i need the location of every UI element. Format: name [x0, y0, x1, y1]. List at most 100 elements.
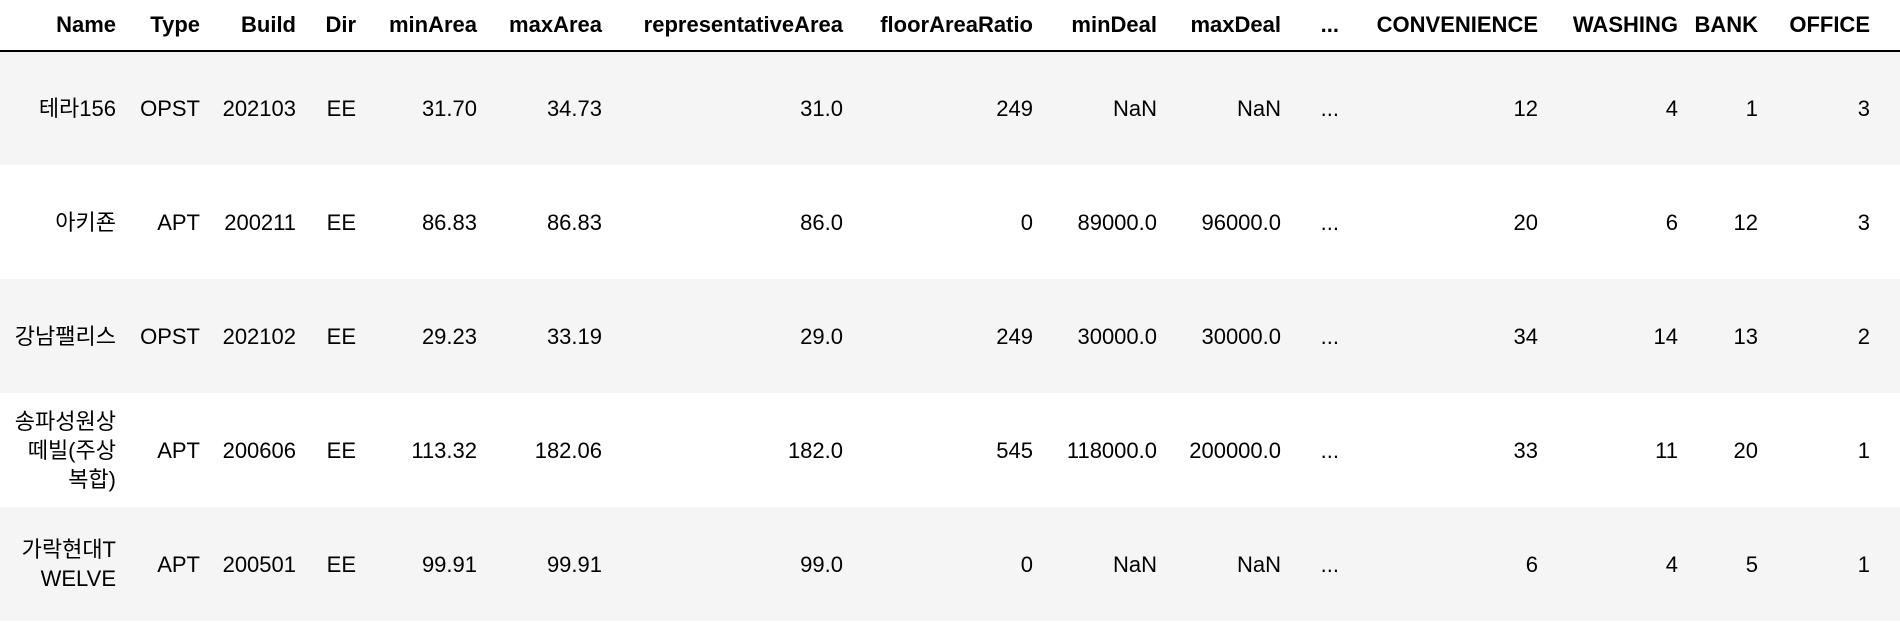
table-cell [1878, 165, 1900, 279]
table-cell: 202103 [222, 96, 296, 121]
table-cell: 89000.0 [1077, 209, 1157, 235]
table-cell: 200606 [222, 437, 296, 463]
table-cell: 96000.0 [1201, 209, 1281, 235]
column-header: Type [124, 0, 208, 52]
column-header: WASHING [1546, 0, 1686, 52]
table-cell: 33.19 [546, 323, 602, 349]
table-cell [1878, 279, 1900, 393]
column-header: Build [208, 0, 304, 52]
table-cell: 4 [1665, 551, 1678, 577]
table-cell: ... [1320, 551, 1339, 577]
table-cell: 0 [1020, 551, 1033, 577]
table-cell: APT [157, 209, 200, 235]
table-cell: NaN [1112, 551, 1157, 577]
table-cell: EE [326, 437, 356, 463]
column-header: maxDeal [1165, 0, 1289, 52]
table-cell: 118000.0 [1066, 437, 1157, 463]
column-header: CONVENIENCE [1347, 0, 1546, 52]
table-cell: 545 [996, 437, 1033, 463]
table-cell: APT [157, 437, 200, 463]
table-cell: 86.83 [546, 209, 602, 235]
table-cell: 30000.0 [1077, 323, 1157, 349]
table-cell: EE [326, 323, 356, 349]
table-cell: 1 [1857, 437, 1870, 463]
table-cell: 33 [1513, 437, 1538, 463]
table-cell: OPST [140, 96, 200, 121]
table-cell: 99.91 [546, 551, 602, 577]
column-header: floorAreaRatio [851, 0, 1041, 52]
table-cell: 200501 [222, 551, 296, 577]
table-cell: ... [1320, 323, 1339, 349]
table-cell: 6 [1525, 551, 1538, 577]
table-cell: 1 [1857, 551, 1870, 577]
table-cell: ... [1320, 437, 1339, 463]
table-cell: ... [1320, 96, 1339, 121]
table-row: 가락현대TWELVE APT 200501 EE 99.91 99.91 99.0 0 NaN N… [0, 507, 1900, 621]
table-cell: 113.32 [411, 437, 477, 463]
table-cell: 12 [1513, 96, 1538, 121]
table-body: 테라156 OPST 202103 EE 31.70 34.73 31.0 249 NaN NaN… [0, 51, 1900, 621]
column-header: minArea [364, 0, 485, 52]
column-header: maxArea [485, 0, 610, 52]
table-cell: EE [326, 96, 356, 121]
table-cell: 20 [1733, 437, 1758, 463]
row-name-cell: 가락현대TWELVE [21, 537, 116, 591]
table-cell: 1 [1745, 96, 1758, 121]
table-cell: 3 [1857, 209, 1870, 235]
table-cell: 29.23 [421, 323, 477, 349]
table-cell: 182.06 [534, 437, 602, 463]
table-cell: NaN [1236, 96, 1281, 121]
table-cell: EE [326, 551, 356, 577]
table-cell: 4 [1665, 96, 1678, 121]
table-cell: 3 [1857, 96, 1870, 121]
table-cell: 12 [1733, 209, 1758, 235]
table-cell: 13 [1733, 323, 1758, 349]
table-cell: 249 [996, 96, 1033, 121]
table-row: 강남팰리스 OPST 202102 EE 29.23 33.19 29.0 249 30000.… [0, 279, 1900, 393]
column-header: OFFICE [1766, 0, 1878, 52]
column-header [1878, 0, 1900, 52]
table-cell: 31.0 [800, 96, 843, 121]
row-name-cell: 아키죤 [55, 209, 116, 235]
column-header: Dir [304, 0, 364, 52]
header-row: Name Type Build Dir minArea maxArea representa… [0, 0, 1900, 52]
table-cell: 20 [1513, 209, 1538, 235]
table-cell: 31.70 [421, 96, 477, 121]
table-row: 아키죤 APT 200211 EE 86.83 86.83 86.0 0 89000.0 9600… [0, 165, 1900, 279]
table-cell: NaN [1236, 551, 1281, 577]
row-name-cell: 강남팰리스 [14, 323, 116, 349]
table-cell: 29.0 [800, 323, 843, 349]
table-cell: NaN [1112, 96, 1157, 121]
column-header: ... [1289, 0, 1347, 52]
table-cell: 30000.0 [1201, 323, 1281, 349]
table-cell: 86.83 [421, 209, 477, 235]
row-name-cell: 송파성원상떼빌(주상복합) [14, 408, 116, 492]
table-cell: 34.73 [546, 96, 602, 121]
table-row: 송파성원상떼빌(주상복합) APT 200606 EE 113.32 182.06 182.… [0, 393, 1900, 507]
table-cell: 200211 [224, 209, 296, 235]
table-cell: 200000.0 [1189, 437, 1281, 463]
table-cell: 86.0 [800, 209, 843, 235]
table-cell: 6 [1665, 209, 1678, 235]
table-cell: 14 [1653, 323, 1678, 349]
table-cell [1878, 51, 1900, 165]
table-cell: APT [157, 551, 200, 577]
table-cell: 99.91 [421, 551, 477, 577]
table-cell: 11 [1655, 437, 1678, 463]
row-name-cell: 테라156 [38, 96, 116, 121]
table-cell: 202102 [222, 323, 296, 349]
table-cell: 182.0 [787, 437, 843, 463]
table-cell: 34 [1513, 323, 1538, 349]
table-cell: ... [1320, 209, 1339, 235]
table-row: 테라156 OPST 202103 EE 31.70 34.73 31.0 249 NaN NaN… [0, 51, 1900, 165]
table-cell [1878, 507, 1900, 621]
column-header: minDeal [1041, 0, 1165, 52]
table-cell: 5 [1745, 551, 1758, 577]
table-cell: OPST [140, 323, 200, 349]
table-cell [1878, 393, 1900, 507]
column-header: BANK [1686, 0, 1766, 52]
table-cell: 0 [1020, 209, 1033, 235]
table-cell: 99.0 [800, 551, 843, 577]
table-cell: 2 [1857, 323, 1870, 349]
